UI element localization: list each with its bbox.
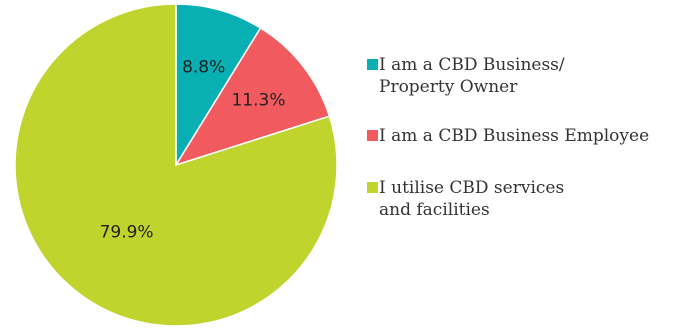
legend-item-business-owner: I am a CBD Business/ Property Owner (367, 54, 685, 98)
pie-slice-services-user (14, 3, 338, 327)
pie-chart: 8.8% 11.3% 79.9% (14, 3, 338, 327)
chart-legend: I am a CBD Business/ Property Owner I am… (367, 54, 685, 248)
legend-item-business-employee: I am a CBD Business Employee (367, 125, 685, 147)
legend-swatch-business-employee (367, 130, 378, 141)
pie-slices (14, 3, 338, 327)
pie-value-label-business-employee: 11.3% (231, 91, 285, 111)
pie-slice-labels: 8.8% 11.3% 79.9% (100, 57, 286, 242)
legend-swatch-business-owner (367, 59, 378, 70)
legend-label-services-user: I utilise CBD services and facilities (379, 178, 565, 220)
pie-slice-business-employee (174, 26, 331, 167)
pie-value-label-business-owner: 8.8% (182, 57, 225, 77)
legend-swatch-services-user (367, 182, 378, 193)
legend-label-business-owner: I am a CBD Business/ Property Owner (379, 55, 565, 97)
pie-value-label-services-user: 79.9% (100, 223, 154, 243)
pie-slice-business-owner (175, 3, 262, 168)
legend-label-business-employee: I am a CBD Business Employee (379, 126, 650, 146)
legend-item-services-user: I utilise CBD services and facilities (367, 177, 685, 221)
